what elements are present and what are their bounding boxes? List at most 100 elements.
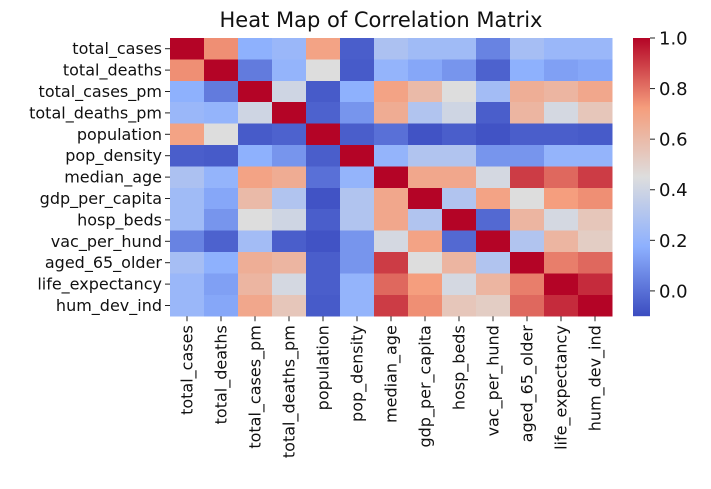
column-tick-label: total_cases_pm xyxy=(246,325,266,448)
heatmap-cell xyxy=(340,38,375,60)
heatmap-cell xyxy=(238,166,273,189)
heatmap-cell xyxy=(340,123,375,146)
heatmap-cell xyxy=(340,80,375,103)
heatmap-cell xyxy=(340,166,375,189)
heatmap-cell xyxy=(238,145,273,167)
heatmap-cell xyxy=(306,209,341,232)
heatmap-cell xyxy=(476,252,511,274)
heatmap-cell xyxy=(170,273,205,296)
heatmap-cell xyxy=(476,145,511,167)
heatmap-cell xyxy=(272,80,307,103)
heatmap-cell xyxy=(476,273,511,296)
heatmap-cell xyxy=(476,209,511,232)
heatmap-cell xyxy=(306,294,341,317)
heatmap-cell xyxy=(578,59,613,82)
colorbar-tick-label: 1.0 xyxy=(659,29,688,50)
row-tick-label: total_cases xyxy=(72,39,162,59)
heatmap-cell xyxy=(306,273,341,296)
heatmap-cell xyxy=(578,80,613,103)
chart-title: Heat Map of Correlation Matrix xyxy=(220,8,543,32)
heatmap-cell xyxy=(476,166,511,189)
heatmap-cell xyxy=(544,252,579,274)
heatmap-cell xyxy=(170,38,205,60)
heatmap-cell xyxy=(544,187,579,210)
heatmap-cell xyxy=(408,38,443,60)
heatmap-cell xyxy=(340,59,375,82)
heatmap-cell xyxy=(340,252,375,274)
colorbar-tick-label: 0.6 xyxy=(659,130,688,151)
heatmap-cell xyxy=(578,230,613,253)
heatmap-cell xyxy=(238,273,273,296)
heatmap-cell xyxy=(204,102,239,125)
heatmap-cell xyxy=(476,187,511,210)
heatmap-cell xyxy=(578,294,613,317)
heatmap-cell xyxy=(272,187,307,210)
row-tick-label: hum_dev_ind xyxy=(56,296,162,316)
colorbar-tick-label: 0.2 xyxy=(659,231,688,252)
heatmap-cell xyxy=(476,230,511,253)
heatmap-cell xyxy=(578,209,613,232)
heatmap-cell xyxy=(306,102,341,125)
heatmap-cell xyxy=(408,187,443,210)
row-tick-label: population xyxy=(77,125,162,144)
row-tick-label: vac_per_hund xyxy=(51,232,162,252)
heatmap-cell xyxy=(272,145,307,167)
heatmap-cell xyxy=(408,80,443,103)
heatmap-cell xyxy=(374,209,409,232)
colorbar-gradient xyxy=(633,38,650,317)
heatmap-cell xyxy=(476,59,511,82)
heatmap-cell xyxy=(238,59,273,82)
column-tick-label: total_deaths xyxy=(212,325,232,424)
heatmap-cell xyxy=(408,230,443,253)
heatmap-cell xyxy=(170,59,205,82)
column-tick-label: gdp_per_capita xyxy=(416,325,436,447)
heatmap-cell xyxy=(510,102,545,125)
heatmap-cell xyxy=(476,102,511,125)
heatmap-cell xyxy=(544,80,579,103)
heatmap-cell xyxy=(170,252,205,274)
heatmap-cell xyxy=(374,166,409,189)
row-tick-label: aged_65_older xyxy=(45,253,163,273)
heatmap-cell xyxy=(238,123,273,146)
heatmap-cell xyxy=(238,252,273,274)
heatmap-cell xyxy=(408,273,443,296)
heatmap-cell xyxy=(340,294,375,317)
heatmap-cell xyxy=(408,294,443,317)
heatmap-cell xyxy=(544,166,579,189)
heatmap-cell xyxy=(204,209,239,232)
heatmap-cell xyxy=(442,252,477,274)
heatmap-cell xyxy=(442,145,477,167)
heatmap-cell xyxy=(442,123,477,146)
heatmap-cell xyxy=(204,145,239,167)
heatmap-cell xyxy=(578,273,613,296)
column-tick-label: vac_per_hund xyxy=(484,325,504,436)
column-tick-label: total_cases xyxy=(178,325,198,415)
heatmap-cell xyxy=(306,230,341,253)
heatmap-cell xyxy=(238,187,273,210)
heatmap-cell xyxy=(578,187,613,210)
heatmap-cell xyxy=(442,273,477,296)
heatmap-cell xyxy=(408,252,443,274)
heatmap-cell xyxy=(442,230,477,253)
heatmap-cell xyxy=(544,209,579,232)
heatmap-cell xyxy=(476,38,511,60)
heatmap-cell xyxy=(442,166,477,189)
colorbar-tick-label: 0.8 xyxy=(659,79,688,100)
column-tick-label: life_expectancy xyxy=(552,325,572,450)
heatmap-cell xyxy=(408,102,443,125)
heatmap-cell xyxy=(442,294,477,317)
row-tick-label: total_deaths_pm xyxy=(29,103,162,123)
heatmap-cell xyxy=(544,59,579,82)
heatmap-cell xyxy=(272,230,307,253)
heatmap-cell xyxy=(306,38,341,60)
heatmap-cell xyxy=(510,273,545,296)
colorbar-tick-label: 0.4 xyxy=(659,180,688,201)
heatmap-cell xyxy=(204,38,239,60)
heatmap-cell xyxy=(476,123,511,146)
heatmap-cell xyxy=(374,145,409,167)
heatmap-cell xyxy=(510,187,545,210)
heatmap-cell xyxy=(272,273,307,296)
heatmap-cell xyxy=(204,230,239,253)
heatmap-cell xyxy=(476,80,511,103)
heatmap-cell xyxy=(170,145,205,167)
